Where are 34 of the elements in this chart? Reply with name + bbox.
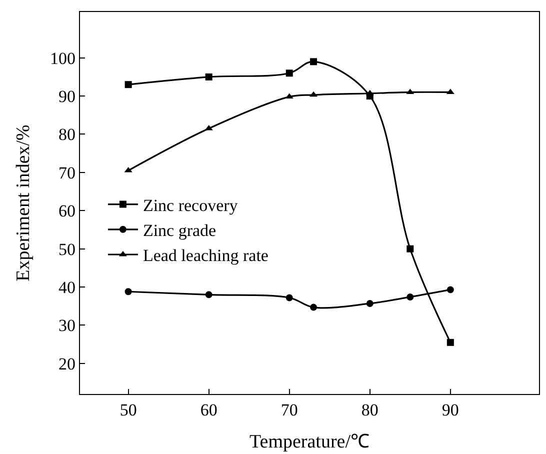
y-tick-label: 50: [58, 240, 76, 259]
y-tick-label: 80: [58, 125, 76, 144]
y-tick-label: 20: [58, 354, 76, 374]
legend-label: Zinc recovery: [142, 196, 238, 215]
x-tick-label: 80: [361, 400, 378, 420]
x-axis-title: Temperature/℃: [249, 431, 370, 452]
point: [205, 73, 212, 80]
y-tick-label: 90: [58, 86, 76, 106]
legend-label: Lead leaching rate: [142, 246, 268, 266]
point: [310, 58, 318, 66]
point: [285, 93, 294, 99]
x-tick-label: 60: [200, 400, 218, 420]
y-tick-label: 40: [58, 278, 76, 297]
point: [124, 81, 132, 88]
point: [446, 338, 454, 346]
point: [446, 286, 454, 294]
point: [406, 245, 414, 252]
point: [286, 70, 293, 77]
y-tick-label: 100: [50, 48, 76, 68]
x-tick-label: 70: [280, 400, 298, 420]
point: [366, 90, 374, 96]
y-axis-title: Experiment index/%: [12, 124, 34, 282]
x-tick-label: 90: [442, 400, 459, 420]
x-tick-label: 50: [120, 400, 137, 420]
y-tick-label: 70: [58, 163, 76, 182]
y-tick-label: 30: [58, 316, 76, 336]
point: [310, 304, 318, 311]
point: [366, 300, 374, 307]
point: [286, 294, 293, 302]
point: [205, 291, 212, 298]
point: [406, 293, 414, 300]
y-tick-label: 60: [58, 202, 76, 221]
legend-label: Zinc grade: [142, 221, 216, 240]
point: [124, 288, 132, 296]
